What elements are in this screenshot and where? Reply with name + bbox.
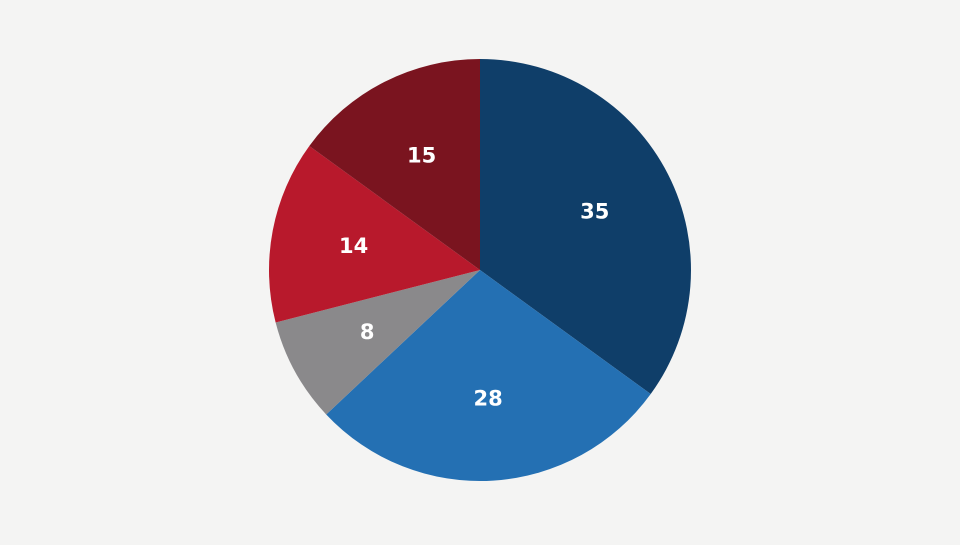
pie-slice bbox=[275, 270, 480, 415]
pie-labels: 35 28 8 14 15 bbox=[339, 143, 609, 410]
slice-value-label: 15 bbox=[407, 143, 436, 167]
pie-slice bbox=[480, 59, 691, 395]
pie-slice bbox=[309, 59, 480, 270]
pie-slices bbox=[269, 59, 691, 481]
slice-value-label: 28 bbox=[473, 387, 502, 411]
pie-slice bbox=[326, 270, 651, 481]
pie-slice bbox=[269, 145, 480, 323]
slice-value-label: 8 bbox=[360, 320, 375, 344]
slice-value-label: 35 bbox=[580, 200, 609, 224]
slice-value-label: 14 bbox=[339, 234, 368, 258]
